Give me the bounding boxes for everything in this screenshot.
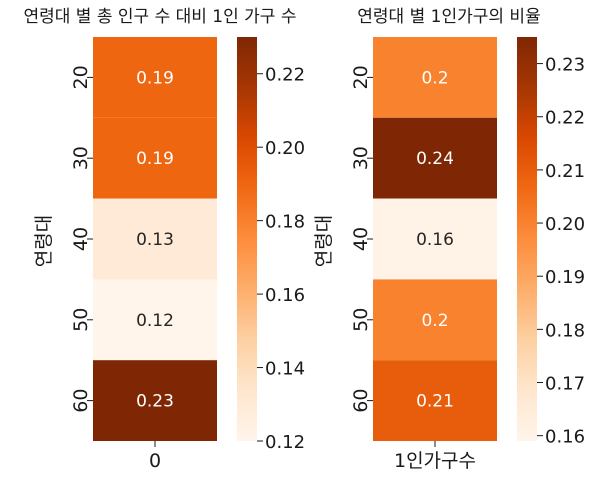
cell-label-1-3: 0.2: [421, 311, 448, 331]
y-tick-label-1-3: 50: [350, 308, 372, 332]
chart-title-0: 연령대 별 총 인구 수 대비 1인 가구 수: [23, 7, 296, 27]
colorbar-tick-label-0-5: 0.22: [265, 65, 305, 86]
colorbar-tick-label-0-0: 0.12: [265, 432, 305, 453]
x-tick-label-0: 0: [149, 450, 161, 472]
y-tick-label-1-4: 60: [350, 389, 372, 413]
colorbar-tick-label-1-0: 0.16: [545, 427, 585, 448]
heatmap-cell-0-4: [93, 360, 217, 441]
y-tick-label-0-2: 40: [70, 227, 92, 251]
y-tick-label-0-0: 20: [70, 65, 92, 89]
heatmap-cell-0-3: [93, 279, 217, 361]
cell-label-0-2: 0.13: [136, 230, 174, 250]
heatmap-cell-0-0: [93, 37, 217, 118]
cell-label-0-0: 0.19: [136, 68, 174, 88]
heatmap-cell-1-3: [373, 279, 497, 361]
colorbar-tick-label-0-4: 0.20: [265, 138, 305, 159]
heatmap-cell-1-0: [373, 37, 497, 118]
y-tick-label-1-2: 40: [350, 227, 372, 251]
colorbar-tick-label-1-4: 0.20: [545, 214, 585, 235]
colorbar-1: [517, 37, 537, 441]
heatmap-cell-1-4: [373, 360, 497, 441]
heatmap-cell-1-2: [373, 198, 497, 280]
colorbar-tick-label-0-2: 0.16: [265, 285, 305, 306]
cell-label-0-1: 0.19: [136, 149, 174, 169]
colorbar-tick-label-1-7: 0.23: [545, 55, 585, 76]
cell-label-1-1: 0.24: [416, 149, 454, 169]
colorbar-tick-label-1-5: 0.21: [545, 161, 585, 182]
colorbar-tick-label-0-3: 0.18: [265, 212, 305, 233]
cell-label-1-0: 0.2: [421, 68, 448, 88]
colorbar-tick-label-0-1: 0.14: [265, 359, 305, 380]
cell-label-1-2: 0.16: [416, 230, 454, 250]
colorbar-tick-label-1-1: 0.17: [545, 374, 585, 395]
y-tick-label-0-1: 30: [70, 146, 92, 170]
y-tick-label-0-4: 60: [70, 389, 92, 413]
y-tick-label-1-1: 30: [350, 146, 372, 170]
heatmap-cell-1-1: [373, 117, 497, 199]
y-tick-label-1-0: 20: [350, 65, 372, 89]
heatmap-cell-0-1: [93, 117, 217, 199]
y-axis-label-0: 연령대: [33, 215, 55, 267]
colorbar-0: [237, 37, 257, 441]
cell-label-0-4: 0.23: [136, 392, 174, 412]
x-tick-label-1: 1인가구수: [394, 450, 476, 472]
y-tick-label-0-3: 50: [70, 308, 92, 332]
y-axis-label-1: 연령대: [313, 215, 335, 267]
colorbar-tick-label-1-6: 0.22: [545, 108, 585, 129]
colorbar-tick-label-1-3: 0.19: [545, 267, 585, 288]
heatmap-cell-0-2: [93, 198, 217, 280]
chart-title-1: 연령대 별 1인가구의 비율: [357, 7, 540, 27]
cell-label-1-4: 0.21: [416, 392, 454, 412]
cell-label-0-3: 0.12: [136, 311, 174, 331]
colorbar-tick-label-1-2: 0.18: [545, 320, 585, 341]
